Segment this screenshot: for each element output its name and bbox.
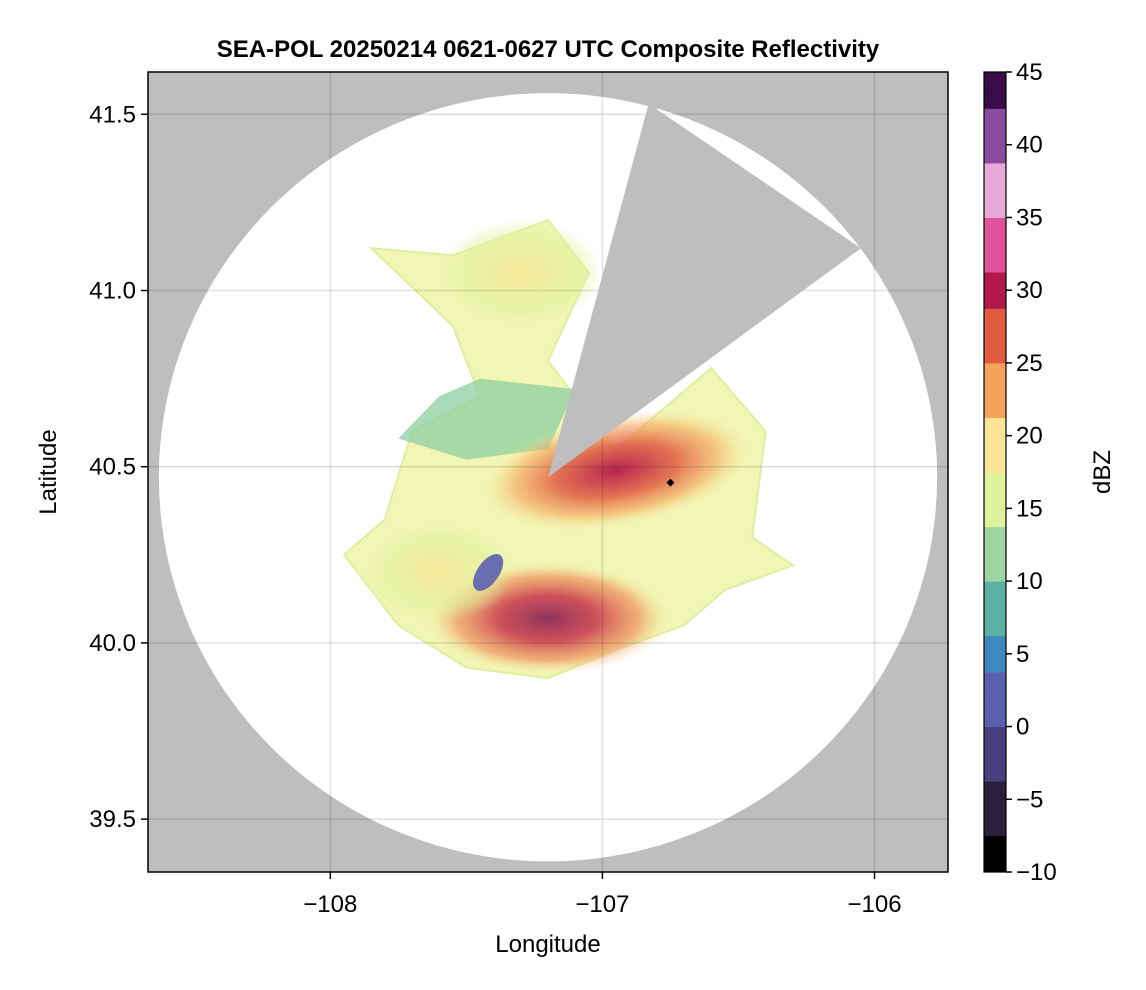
colorbar-segment — [984, 562, 1006, 582]
colorbar-tick-label: 45 — [1016, 59, 1043, 86]
x-tick-label: −108 — [303, 891, 357, 918]
chart-title: SEA-POL 20250214 0621-0627 UTC Composite… — [217, 36, 880, 63]
colorbar-segment — [984, 435, 1006, 455]
colorbar-tick-label: 15 — [1016, 495, 1043, 522]
colorbar-tick-label: 5 — [1016, 641, 1029, 668]
colorbar-segment — [984, 344, 1006, 364]
colorbar-segment — [984, 90, 1006, 109]
colorbar-segment — [984, 417, 1006, 437]
echo-west-fringe — [362, 523, 516, 622]
colorbar-segment — [984, 544, 1006, 564]
colorbar-label: dBZ — [1089, 450, 1116, 494]
colorbar-segment — [984, 399, 1006, 418]
colorbar-tick-label: 20 — [1016, 423, 1043, 450]
colorbar-tick-label: −5 — [1016, 786, 1043, 813]
colorbar-segment — [984, 835, 1006, 855]
colorbar-segment — [984, 144, 1006, 164]
colorbar-segment — [984, 490, 1006, 509]
colorbar-segment — [984, 199, 1006, 218]
colorbar-tick-label: 25 — [1016, 350, 1043, 377]
y-tick-label: 41.5 — [89, 101, 136, 128]
colorbar-segment — [984, 326, 1006, 346]
colorbar-segment — [984, 726, 1006, 746]
x-axis-label: Longitude — [495, 931, 600, 958]
y-axis: 39.5 40.0 40.5 41.0 41.5 — [89, 101, 148, 833]
colorbar-segment — [984, 126, 1006, 146]
colorbar-segment — [984, 508, 1006, 528]
blocked-sector — [548, 103, 861, 478]
colorbar-segment — [984, 672, 1006, 691]
colorbar-tick-label: 40 — [1016, 132, 1043, 159]
colorbar-segment — [984, 181, 1006, 200]
colorbar-segment — [984, 253, 1006, 273]
colorbar-segment — [984, 308, 1006, 328]
colorbar-segment — [984, 581, 1006, 600]
echo-weak-band — [473, 554, 504, 591]
grid-lines — [148, 72, 948, 872]
colorbar-tick-label: 0 — [1016, 714, 1029, 741]
y-tick-label: 40.0 — [89, 630, 136, 657]
colorbar-segment — [984, 781, 1006, 800]
y-tick-label: 39.5 — [89, 806, 136, 833]
colorbar-segment — [984, 72, 1006, 91]
colorbar-segment — [984, 762, 1006, 782]
colorbar-segment — [984, 617, 1006, 637]
colorbar-tick-label: −10 — [1016, 859, 1057, 886]
colorbar-segment — [984, 817, 1006, 837]
echo-core-east — [481, 409, 751, 531]
colorbar: −10 −5 0 5 10 15 20 25 30 35 40 45 — [983, 59, 1057, 886]
colorbar-segment — [984, 235, 1006, 255]
colorbar-tick-label: 35 — [1016, 204, 1043, 231]
y-axis-label: Latitude — [35, 429, 62, 514]
colorbar-segment — [984, 453, 1006, 473]
x-axis: −108 −107 −106 — [303, 872, 902, 918]
colorbar-segment — [984, 799, 1006, 818]
x-tick-label: −106 — [847, 891, 901, 918]
marker-diamond — [666, 478, 675, 487]
colorbar-segment — [984, 108, 1006, 128]
colorbar-segment — [984, 526, 1006, 546]
colorbar-segment — [984, 744, 1006, 764]
colorbar-segment — [984, 635, 1006, 655]
colorbar-segment — [984, 362, 1006, 382]
colorbar-tick-label: 30 — [1016, 277, 1043, 304]
colorbar-frame — [983, 71, 1007, 873]
colorbar-segment — [984, 381, 1006, 400]
x-tick-label: −107 — [575, 891, 629, 918]
colorbar-segment — [984, 853, 1006, 873]
y-tick-label: 40.5 — [89, 454, 136, 481]
plot-frame — [147, 71, 949, 873]
colorbar-tick-label: 10 — [1016, 568, 1043, 595]
radar-site-marker — [666, 478, 675, 487]
colorbar-segment — [984, 599, 1006, 618]
colorbar-segment — [984, 217, 1006, 237]
colorbar-segment — [984, 472, 1006, 491]
colorbar-segment — [984, 290, 1006, 309]
colorbar-segment — [984, 272, 1006, 291]
colorbar-segment — [984, 653, 1006, 673]
echo-north-arm — [439, 220, 603, 326]
plot-area — [148, 72, 948, 872]
colorbar-segment — [984, 690, 1006, 709]
colorbar-segment — [984, 708, 1006, 728]
colorbar-segment — [984, 162, 1006, 182]
y-tick-label: 41.0 — [89, 278, 136, 305]
